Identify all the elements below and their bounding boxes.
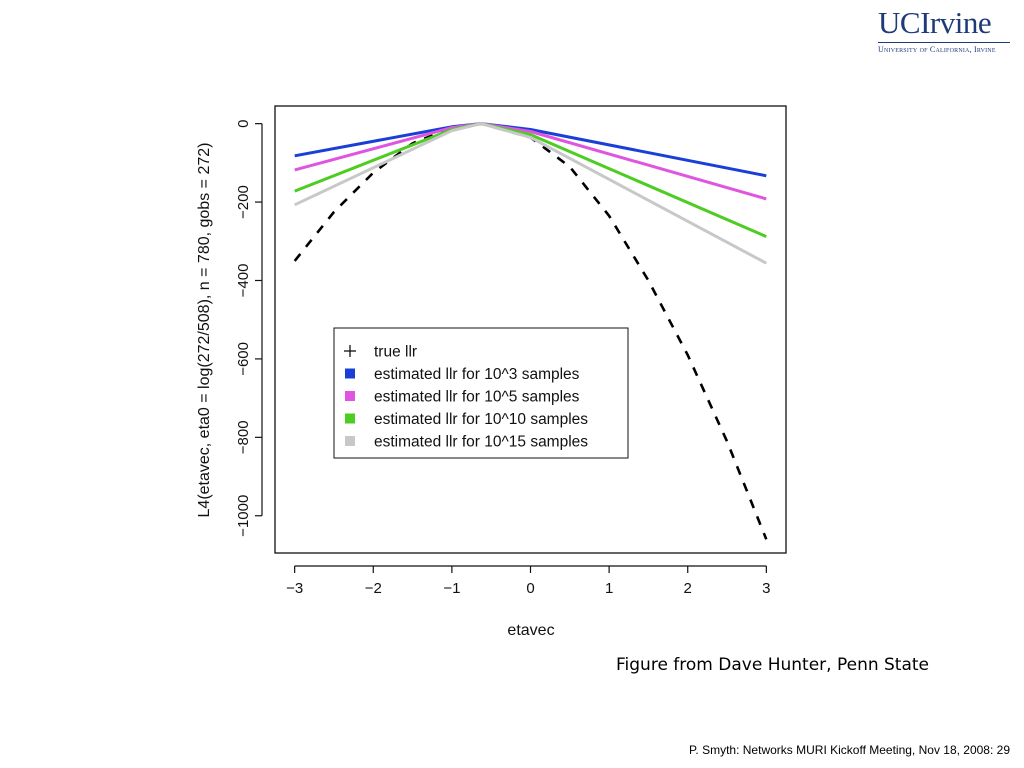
legend: true llr estimated llr for 10^3 samples es… [333, 327, 629, 459]
logo-mark: UCIrvine [878, 5, 992, 40]
figure-caption: Figure from Dave Hunter, Penn State [616, 655, 930, 675]
slide-footer: P. Smyth: Networks MURI Kickoff Meeting,… [688, 743, 1010, 757]
ucirvine-logo: UCIrvine University of California, Irvin… [878, 6, 1012, 54]
x-tick-label: 3 [762, 580, 770, 597]
y-tick-label: −1000 [235, 495, 252, 537]
legend-box [333, 327, 629, 459]
x-axis: −3 −2 −1 0 1 2 3 [286, 565, 771, 597]
logo-rule [878, 42, 1010, 43]
y-tick-label: −600 [235, 342, 252, 376]
x-tick-label: −3 [286, 580, 303, 597]
legend-label-2: estimated llr for 10^5 samples [374, 389, 580, 406]
legend-label-1: estimated llr for 10^3 samples [374, 366, 580, 383]
x-tick-label: 2 [684, 580, 692, 597]
x-tick-label: −1 [443, 580, 460, 597]
y-axis: 0 −200 −400 −600 −800 −1000 [235, 119, 263, 537]
legend-swatch-3 [345, 413, 355, 424]
legend-swatch-4 [345, 436, 355, 446]
x-tick-label: 0 [526, 580, 534, 597]
legend-label-3: estimated llr for 10^10 samples [374, 411, 588, 428]
legend-label-4: estimated llr for 10^15 samples [374, 434, 588, 451]
legend-swatch-2 [345, 391, 355, 401]
legend-swatch-1 [345, 368, 355, 379]
plot-frame [274, 105, 787, 554]
series-layer [293, 122, 768, 540]
x-axis-title: etavec [507, 622, 554, 639]
y-tick-label: 0 [235, 119, 252, 127]
x-tick-label: −2 [365, 580, 382, 597]
logo-subtitle: University of California, Irvine [878, 45, 996, 54]
legend-label-0: true llr [374, 344, 417, 361]
y-tick-label: −400 [235, 264, 252, 298]
y-tick-label: −800 [235, 420, 252, 454]
x-tick-label: 1 [605, 580, 613, 597]
y-axis-title: L4(etavec, eta0 = log(272/508), n = 780,… [196, 143, 213, 518]
y-tick-label: −200 [235, 185, 252, 219]
series-line-4 [294, 122, 768, 265]
